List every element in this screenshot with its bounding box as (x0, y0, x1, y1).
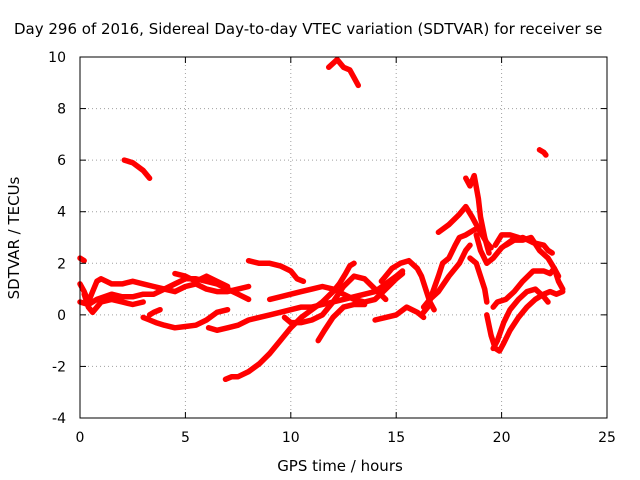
series-t17 (372, 304, 427, 323)
x-tick-label: 15 (387, 430, 405, 446)
series-t15 (325, 56, 362, 89)
series-t7 (146, 306, 163, 318)
series-t22 (467, 255, 490, 305)
x-axis-label: GPS time / hours (277, 457, 403, 475)
plot-frame (79, 56, 608, 419)
series-t5 (121, 157, 153, 181)
y-tick-label: 10 (48, 50, 66, 66)
x-tick-label: 20 (493, 430, 511, 446)
axis-ticks (79, 56, 608, 419)
x-tick-labels: 0 5 10 15 20 25 (76, 430, 616, 446)
y-tick-label: 0 (57, 308, 66, 324)
series-t27 (492, 232, 522, 248)
x-tick-label: 25 (598, 430, 616, 446)
y-tick-label: 4 (57, 205, 66, 221)
series-t26 (490, 265, 566, 310)
series-t2 (77, 276, 252, 305)
series-t11 (245, 257, 307, 285)
series-t28 (536, 147, 549, 158)
series-t4 (81, 291, 146, 316)
chart-title: Day 296 of 2016, Sidereal Day-to-day VTE… (14, 20, 602, 38)
y-tick-label: 2 (57, 256, 66, 272)
y-tick-label: 6 (57, 153, 66, 169)
x-tick-label: 0 (76, 430, 85, 446)
y-tick-label: -4 (52, 411, 66, 427)
data-series (77, 56, 566, 383)
y-axis-label: SDTVAR / TECUs (5, 176, 23, 299)
series-t19 (420, 242, 473, 310)
series-t25 (490, 286, 551, 352)
y-tick-label: -2 (52, 359, 66, 375)
series-t9 (205, 268, 406, 334)
y-tick-labels: -4 -2 0 2 4 6 8 10 (48, 50, 66, 427)
x-tick-label: 5 (181, 430, 190, 446)
series-t29 (503, 234, 562, 279)
y-tick-label: 8 (57, 102, 66, 118)
series-t14 (315, 301, 368, 344)
series-t8 (172, 270, 231, 290)
x-tick-label: 10 (282, 430, 300, 446)
series-t21 (463, 172, 492, 256)
series-t1 (77, 255, 87, 264)
series-t6 (140, 306, 231, 331)
series-t13 (281, 273, 389, 326)
